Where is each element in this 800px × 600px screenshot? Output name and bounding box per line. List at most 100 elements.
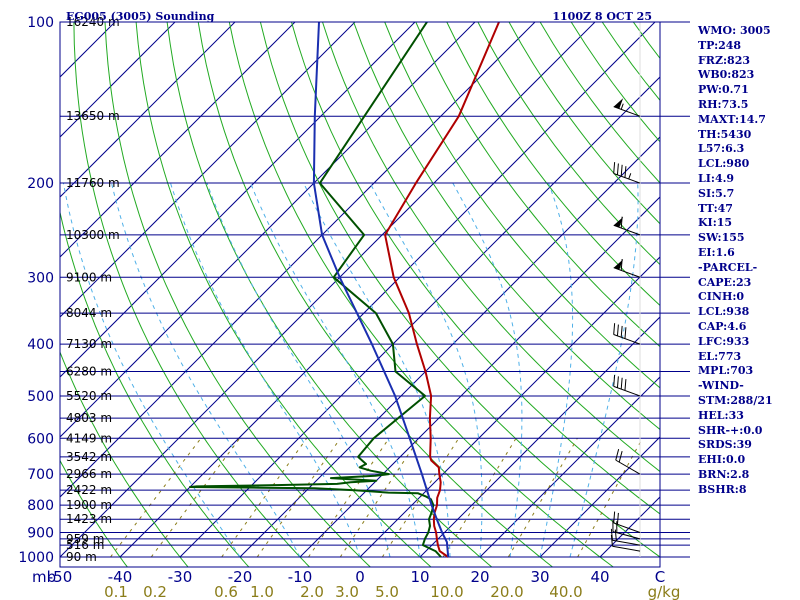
temperature-tick-label: -10 xyxy=(288,568,313,586)
index-item: STM:288/21 xyxy=(698,393,773,407)
wind-barb-feather xyxy=(624,379,627,391)
wind-barb xyxy=(613,374,641,397)
index-item: LI:4.9 xyxy=(698,171,735,185)
x-axis-label: C xyxy=(655,568,665,586)
index-item: EHI:0.0 xyxy=(698,453,746,467)
wind-barb-shaft xyxy=(612,545,641,552)
pressure-tick-label: 500 xyxy=(27,389,54,405)
index-item: MAXT:14.7 xyxy=(698,112,766,126)
height-label: 1423 m xyxy=(66,512,112,526)
wind-barb-shaft xyxy=(613,522,641,533)
wind-barb-shaft xyxy=(615,459,641,475)
index-item: RH:73.5 xyxy=(698,97,749,111)
dry-adiabat-line xyxy=(228,22,615,567)
height-label: 7130 m xyxy=(66,337,112,351)
index-item: PW:0.71 xyxy=(698,83,749,97)
pressure-tick-label: 1000 xyxy=(18,550,54,566)
mixing-ratio-label: 1.0 xyxy=(250,583,274,600)
height-label: 1900 m xyxy=(66,498,112,512)
isotherm-line xyxy=(299,196,660,558)
temperature-tick-label: 10 xyxy=(410,568,429,586)
temperature-trace xyxy=(384,22,500,558)
height-label: 8044 m xyxy=(66,306,112,320)
temperature-tick-label: -50 xyxy=(48,568,73,586)
wind-barb-half-feather xyxy=(628,173,632,180)
wind-barb-feather xyxy=(616,512,619,525)
dry-adiabat-line xyxy=(353,22,660,431)
isotherm-line xyxy=(60,22,236,198)
index-item: TH:5430 xyxy=(698,127,752,141)
temperature-tick-label: 0 xyxy=(355,568,365,586)
index-item: WMO: 3005 xyxy=(698,24,771,37)
dry-adiabat-line xyxy=(415,22,660,348)
wind-barb-feather xyxy=(613,323,616,335)
isotherm-line xyxy=(60,22,416,378)
y-axis-label: mb xyxy=(32,568,56,586)
wind-barb-flag xyxy=(613,98,624,109)
height-label: 13650 m xyxy=(66,109,120,123)
height-label: 2422 m xyxy=(66,483,112,497)
index-item: MPL:703 xyxy=(698,364,754,378)
wind-barb-shaft xyxy=(613,173,641,184)
wind-barb-shaft xyxy=(612,531,641,540)
wind-barb-feather xyxy=(620,259,623,271)
wind-barb-feather xyxy=(618,450,623,463)
wind-barb xyxy=(613,511,641,533)
moist-adiabat-line xyxy=(170,182,361,558)
temperature-tick-label: 40 xyxy=(590,568,609,586)
index-item: EI:1.6 xyxy=(698,245,735,259)
isotherm-line xyxy=(60,22,356,318)
mixing-ratio-line xyxy=(150,438,241,558)
pressure-tick-label: 200 xyxy=(27,176,54,192)
mixing-ratio-label: 2.0 xyxy=(300,583,324,600)
dry-adiabat-line xyxy=(446,22,660,307)
wind-barb-flag xyxy=(613,217,624,228)
wind-barb-shaft xyxy=(613,385,641,397)
moist-adiabat-line xyxy=(452,182,523,558)
temperature-tick-label: 30 xyxy=(530,568,549,586)
wind-barb xyxy=(612,520,641,540)
dry-adiabat-line xyxy=(259,22,660,558)
height-label: 9100 m xyxy=(66,270,112,284)
index-item: LCL:938 xyxy=(698,305,750,319)
height-label: 959 m xyxy=(66,532,104,546)
mixing-ratio-line xyxy=(110,438,202,558)
wind-barb xyxy=(613,162,641,184)
dry-adiabats xyxy=(60,22,660,567)
index-item: BRN:2.8 xyxy=(698,467,750,481)
isotherm-line xyxy=(60,22,296,258)
index-item: SW:155 xyxy=(698,231,745,245)
pressure-tick-label: 900 xyxy=(27,526,54,542)
isotherm-line xyxy=(419,316,660,558)
wind-barb-feather xyxy=(613,162,616,174)
parcel-trace xyxy=(312,22,450,558)
dry-adiabat-line xyxy=(166,22,493,567)
wind-barb-flag xyxy=(613,259,624,270)
stability-indices-panel: WMO: 3005 TP:248 FRZ:823 WB0:823 PW:0.71 RH:7… xyxy=(698,24,773,498)
wind-barb xyxy=(613,259,641,278)
height-label: 4149 m xyxy=(66,431,112,445)
index-item: SRDS:39 xyxy=(698,438,752,452)
index-item: -PARCEL- xyxy=(698,260,758,274)
index-item: TP:248 xyxy=(698,38,742,52)
pressure-tick-label: 700 xyxy=(27,467,54,483)
wind-barb-feather xyxy=(616,376,619,388)
index-item: EL:773 xyxy=(698,349,742,363)
dry-adiabat-line xyxy=(60,210,250,567)
isotherm-line xyxy=(359,256,660,558)
wind-profile xyxy=(610,22,641,557)
index-item: LFC:933 xyxy=(698,334,750,348)
mixing-ratio-line xyxy=(221,438,308,558)
temperature-tick-label: -30 xyxy=(168,568,193,586)
temperature-tick-label: -20 xyxy=(228,568,253,586)
dry-adiabat-line xyxy=(384,22,660,389)
wind-barb-feather xyxy=(620,216,623,229)
height-label: 516 m xyxy=(66,538,104,552)
wind-barb-feather xyxy=(613,374,616,387)
wind-barb xyxy=(610,528,641,546)
isotherm-line xyxy=(119,22,656,558)
mixing-ratio-label: 40.0 xyxy=(549,583,582,600)
dewpoint-trace xyxy=(189,22,442,558)
isotherm-line xyxy=(60,22,536,498)
